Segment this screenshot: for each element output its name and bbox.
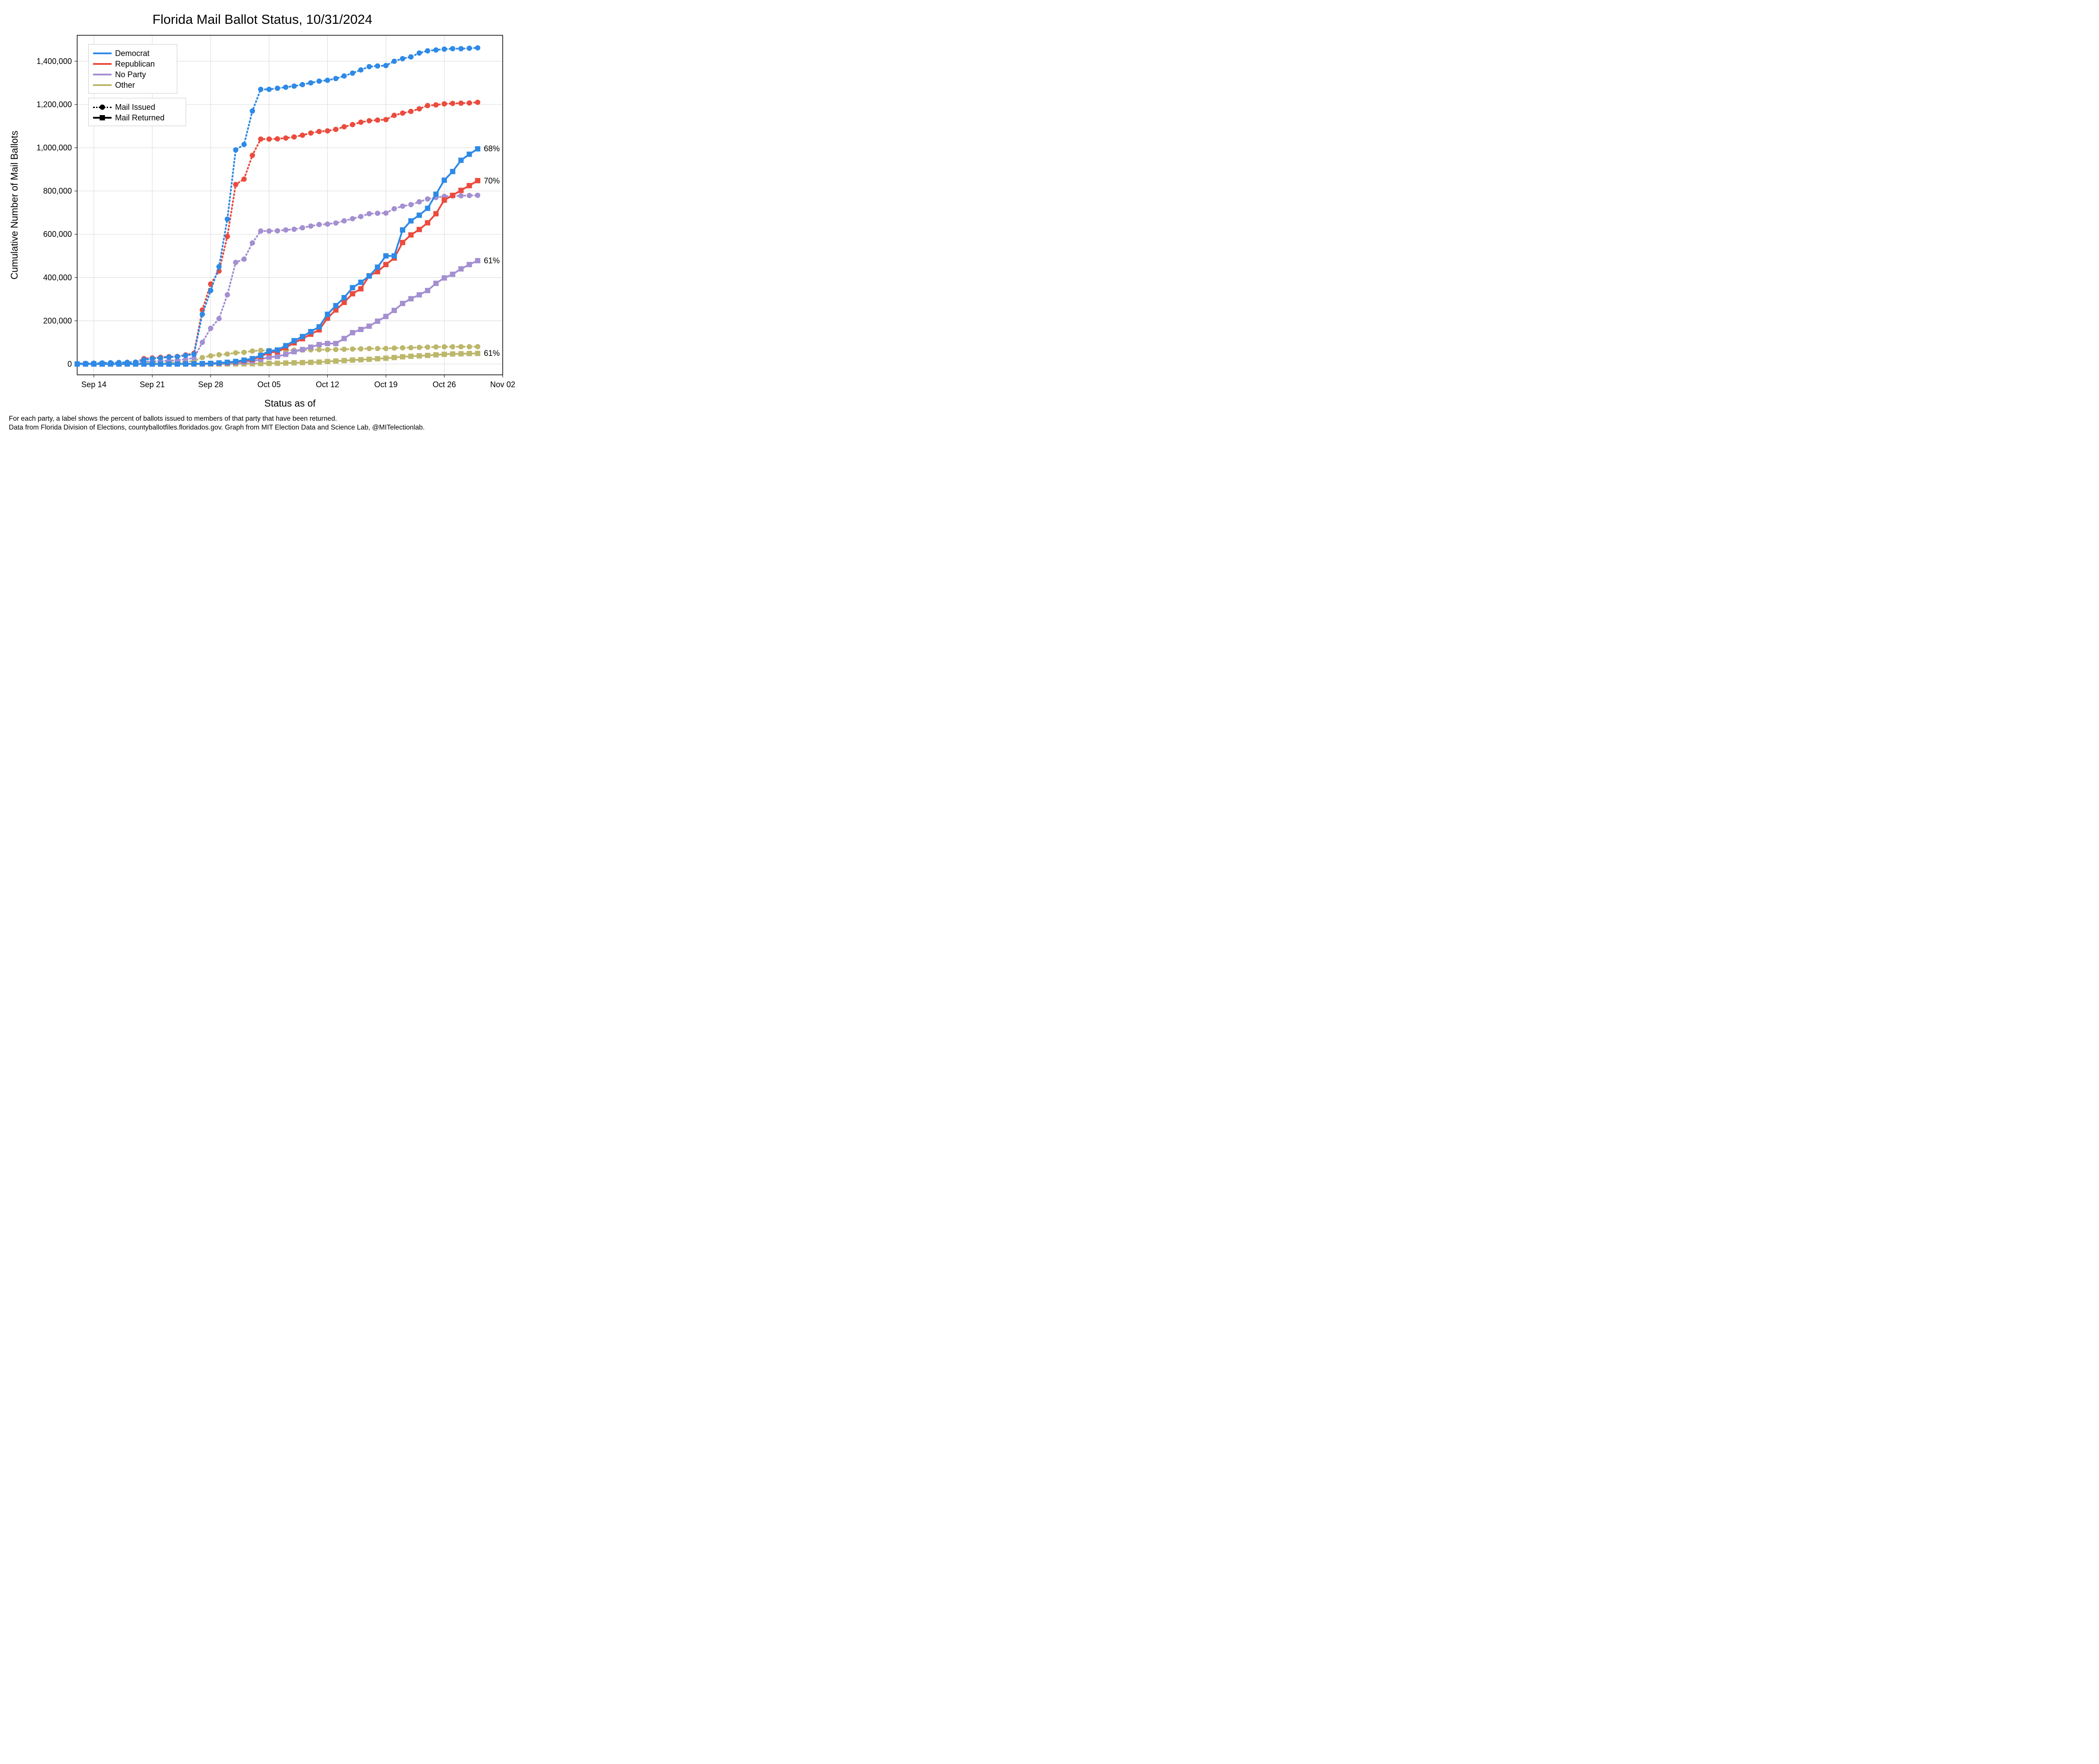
svg-text:400,000: 400,000 (43, 273, 72, 282)
caption-line-2: Data from Florida Division of Elections,… (9, 423, 425, 432)
svg-text:1,400,000: 1,400,000 (37, 57, 72, 66)
svg-text:Oct 19: Oct 19 (374, 380, 398, 389)
svg-text:Sep 14: Sep 14 (81, 380, 106, 389)
legend-row-republican: Republican (93, 59, 172, 69)
legend-label: No Party (115, 70, 146, 79)
y-axis-label: Cumulative Number of Mail Ballots (9, 35, 22, 375)
y-ticks: 0 200,000 400,000 600,000 800,000 1,000,000 1,… (37, 57, 77, 369)
legend-styles: Mail Issued Mail Returned (88, 98, 186, 126)
legend-label: Republican (115, 60, 155, 69)
legend-label: Mail Returned (115, 113, 164, 123)
legend-colors: Democrat Republican No Party Other (88, 44, 177, 93)
end-label-noparty: 61% (484, 256, 500, 265)
x-ticks: Sep 14 Sep 21 Sep 28 Oct 05 Oct 12 Oct 19 Oct … (81, 375, 515, 389)
legend-label: Mail Issued (115, 103, 155, 112)
caption-line-1: For each party, a label shows the percen… (9, 415, 337, 423)
svg-text:Sep 21: Sep 21 (140, 380, 165, 389)
chart-page: Florida Mail Ballot Status, 10/31/2024 C… (0, 0, 525, 441)
legend-row-returned: Mail Returned (93, 112, 181, 123)
svg-text:Oct 05: Oct 05 (258, 380, 281, 389)
legend-row-democrat: Democrat (93, 48, 172, 59)
chart-title: Florida Mail Ballot Status, 10/31/2024 (0, 12, 525, 27)
end-label-democrat: 68% (484, 144, 500, 153)
svg-text:0: 0 (67, 359, 72, 368)
x-axis-label: Status as of (77, 398, 503, 409)
svg-text:Oct 12: Oct 12 (316, 380, 339, 389)
end-label-other: 61% (484, 349, 500, 358)
legend-row-noparty: No Party (93, 69, 172, 80)
svg-text:Oct 26: Oct 26 (433, 380, 456, 389)
end-label-republican: 70% (484, 176, 500, 186)
svg-text:Nov 02: Nov 02 (490, 380, 515, 389)
legend-row-other: Other (93, 80, 172, 90)
svg-text:Sep 28: Sep 28 (198, 380, 223, 389)
svg-text:1,000,000: 1,000,000 (37, 143, 72, 152)
legend-label: Democrat (115, 49, 149, 58)
legend-label: Other (115, 81, 135, 90)
legend-row-issued: Mail Issued (93, 102, 181, 112)
svg-text:1,200,000: 1,200,000 (37, 100, 72, 109)
svg-text:800,000: 800,000 (43, 187, 72, 195)
svg-text:200,000: 200,000 (43, 316, 72, 325)
svg-text:600,000: 600,000 (43, 230, 72, 239)
